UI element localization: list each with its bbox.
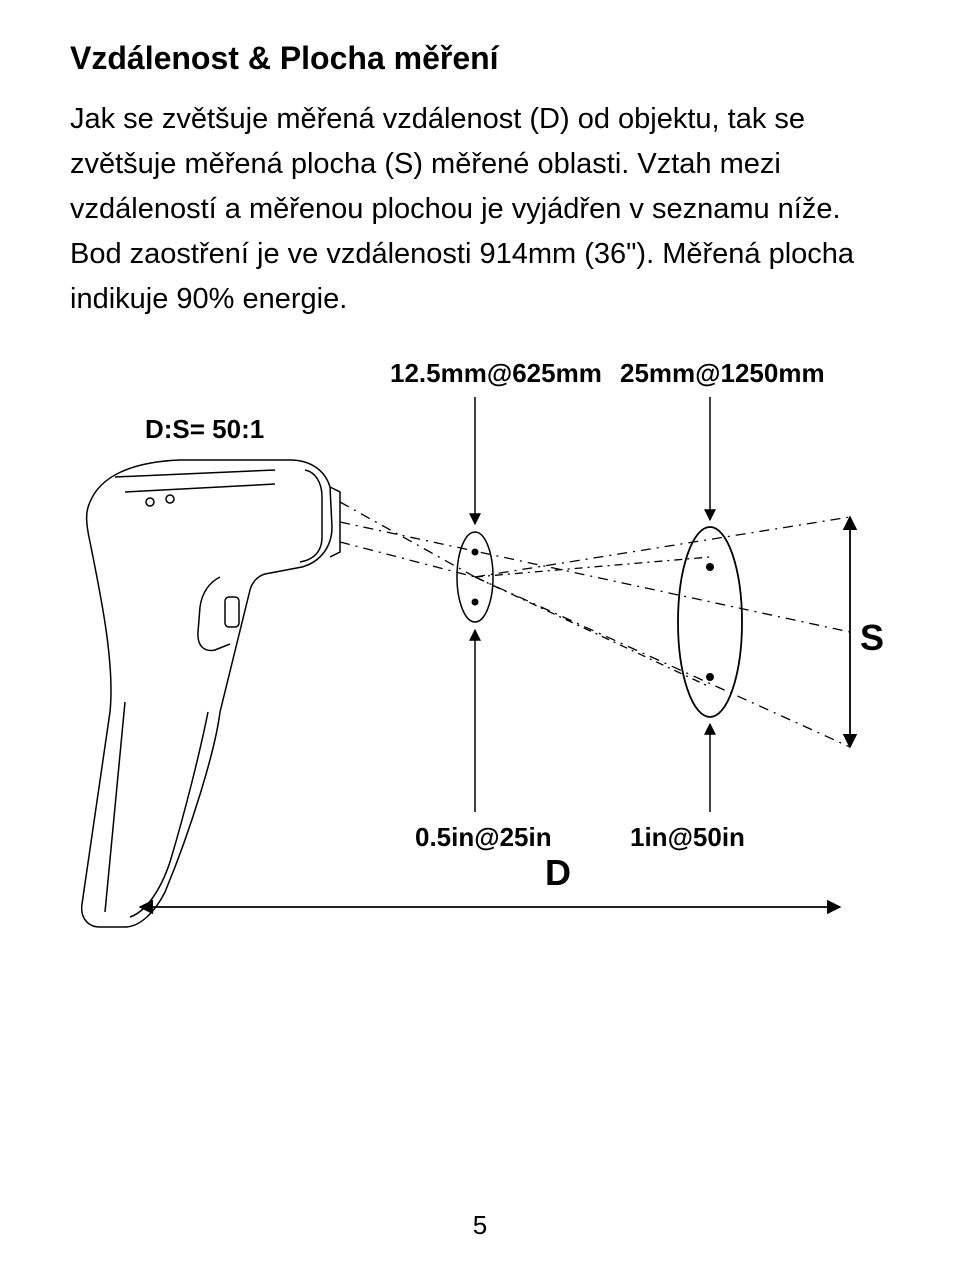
body-paragraph: Jak se zvětšuje měřená vzdálenost (D) od… [70, 97, 890, 322]
far-spot [678, 527, 742, 717]
distance-spot-diagram: D:S= 50:1 12.5mm@625mm 25mm@1250mm 0.5in… [70, 352, 890, 972]
page-number: 5 [0, 1210, 960, 1241]
diagram-svg [70, 352, 890, 972]
section-title: Vzdálenost & Plocha měření [70, 40, 890, 77]
top-arrows [475, 397, 710, 524]
bottom-arrows [475, 630, 710, 812]
beam-cone [340, 502, 850, 747]
thermometer-outline [82, 460, 340, 927]
